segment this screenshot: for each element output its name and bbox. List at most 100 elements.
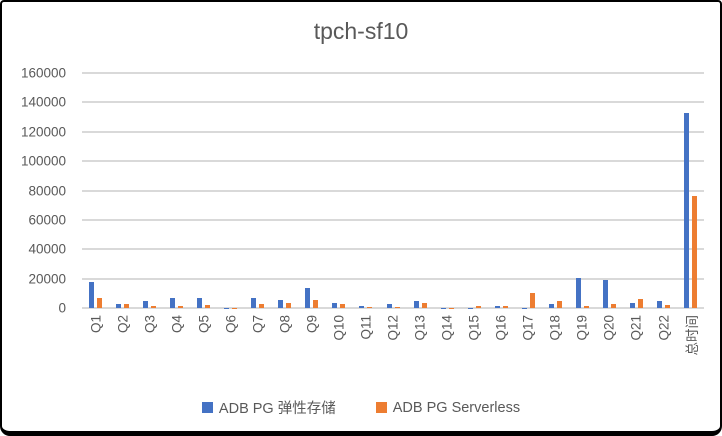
bar-Q21-ADB PG Serverless [637, 299, 643, 308]
bar-Q17-ADB PG Serverless [529, 292, 535, 308]
y-axis-tick-label: 140000 [20, 94, 66, 110]
gridline [82, 160, 704, 163]
bar-Q11-ADB PG 弹性存储 [359, 306, 365, 308]
bar-group-Q22 [650, 73, 677, 308]
bar-Q11-ADB PG Serverless [367, 306, 373, 308]
bar-Q19-ADB PG 弹性存储 [575, 277, 581, 308]
x-axis-tick-cell: Q6 [217, 311, 244, 383]
bar-group-Q17 [515, 73, 542, 308]
x-axis-label: Q14 [439, 315, 455, 341]
x-axis-tick-cell: Q14 [434, 311, 461, 383]
x-axis-label: Q3 [142, 315, 158, 334]
x-axis-tick-cell: Q1 [82, 311, 109, 383]
bar-Q16-ADB PG 弹性存储 [494, 306, 500, 308]
x-axis-label: Q16 [493, 315, 509, 341]
y-axis-tick-label: 20000 [28, 271, 66, 287]
bar-Q20-ADB PG 弹性存储 [602, 280, 608, 308]
x-axis-label: Q10 [331, 315, 347, 341]
bar-Q19-ADB PG Serverless [583, 305, 589, 308]
gridline [82, 189, 704, 192]
x-axis-tick-cell: Q17 [515, 311, 542, 383]
x-axis-label: Q9 [304, 315, 320, 334]
x-axis-label: Q19 [574, 315, 590, 341]
x-axis-tick-cell: Q19 [569, 311, 596, 383]
bar-Q8-ADB PG 弹性存储 [278, 299, 284, 308]
x-axis-tick-cell: Q13 [407, 311, 434, 383]
x-axis-label: Q22 [656, 315, 671, 341]
bar-Q9-ADB PG 弹性存储 [305, 288, 311, 308]
bar-Q3-ADB PG Serverless [151, 305, 157, 308]
bar-group-Q16 [488, 73, 515, 308]
gridline [82, 130, 704, 133]
x-axis-tick-cell: Q3 [136, 311, 163, 383]
bar-group-Q18 [542, 73, 569, 308]
x-axis-tick-cell: Q22 [650, 311, 677, 383]
y-axis-tick-label: 120000 [20, 124, 66, 140]
y-axis-tick-label: 100000 [20, 153, 66, 169]
bar-Q22-ADB PG 弹性存储 [657, 300, 662, 308]
orange-series-swatch-icon [375, 402, 387, 413]
y-axis: 0 20000 40000 60000 80000 100000 120000 140000 1… [2, 66, 74, 316]
y-axis-tick-label: 60000 [28, 212, 66, 228]
bar-Q3-ADB PG 弹性存储 [143, 301, 149, 308]
bar-Q4-ADB PG Serverless [178, 305, 184, 308]
bar-Q7-ADB PG 弹性存储 [251, 298, 257, 308]
bar-Q2-ADB PG Serverless [124, 303, 130, 308]
y-axis-tick-label: 40000 [28, 241, 66, 257]
x-axis-tick-cell: Q7 [244, 311, 271, 383]
bar-group-Q2 [109, 73, 136, 308]
x-axis-label: Q8 [277, 315, 293, 334]
bar-总时间-ADB PG 弹性存储 [684, 112, 690, 308]
bar-group-Q7 [244, 73, 271, 308]
x-axis-label: Q13 [412, 315, 428, 341]
bar-Q12-ADB PG 弹性存储 [386, 304, 392, 308]
x-axis-label: Q2 [115, 315, 131, 334]
bar-group-总时间 [677, 73, 704, 308]
x-axis-tick-cell: Q2 [109, 311, 136, 383]
x-axis-row: Q1 Q2 Q3 Q4 Q5 Q6 Q7 Q8 Q9 Q10 Q11 Q12 Q13 Q14 Q15 Q16 Q… [82, 311, 704, 383]
legend-item-adb-pg-serverless: ADB PG Serverless [375, 399, 521, 416]
x-axis-tick-cell: Q10 [325, 311, 352, 383]
bar-Q16-ADB PG Serverless [502, 306, 508, 308]
bar-group-Q15 [461, 73, 488, 308]
x-axis-line [82, 307, 704, 309]
bar-group-Q6 [217, 73, 244, 308]
x-axis-tick-cell: Q15 [461, 311, 488, 383]
x-axis-tick-cell: Q12 [380, 311, 407, 383]
bar-总时间-ADB PG Serverless [692, 196, 698, 308]
bar-Q10-ADB PG Serverless [340, 304, 346, 308]
x-axis-tick-cell: Q18 [542, 311, 569, 383]
x-axis-label: Q20 [601, 315, 617, 341]
bar-Q9-ADB PG Serverless [313, 299, 319, 308]
bar-group-Q5 [190, 73, 217, 308]
x-axis-tick-cell: Q20 [596, 311, 623, 383]
x-axis-label: Q21 [628, 315, 644, 341]
bar-Q2-ADB PG 弹性存储 [116, 304, 122, 308]
x-axis-label: Q17 [520, 315, 536, 341]
bar-Q18-ADB PG Serverless [556, 301, 562, 308]
x-axis-tick-cell: Q8 [271, 311, 298, 383]
blue-series-swatch-icon [201, 402, 213, 413]
x-axis-label: Q12 [385, 315, 401, 341]
x-axis-tick-cell: Q5 [190, 311, 217, 383]
bar-Q5-ADB PG Serverless [205, 305, 211, 308]
x-axis-label: Q11 [358, 315, 374, 340]
plot-area [82, 72, 704, 309]
bar-Q18-ADB PG 弹性存储 [548, 304, 554, 308]
bar-group-Q8 [271, 73, 298, 308]
bar-Q10-ADB PG 弹性存储 [332, 302, 338, 308]
bar-Q15-ADB PG Serverless [475, 306, 481, 308]
bar-Q4-ADB PG 弹性存储 [170, 298, 176, 308]
bar-group-Q10 [325, 73, 352, 308]
bar-group-Q9 [298, 73, 325, 308]
bar-Q5-ADB PG 弹性存储 [197, 298, 203, 308]
chart-title: tpch-sf10 [313, 18, 409, 44]
legend-label: ADB PG Serverless [392, 399, 521, 416]
x-axis-tick-cell: Q9 [298, 311, 325, 383]
x-axis-label: Q7 [250, 315, 266, 334]
gridline [82, 277, 704, 280]
x-axis-label: 总时间 [684, 315, 700, 356]
bar-group-Q11 [352, 73, 379, 308]
x-axis: Q1 Q2 Q3 Q4 Q5 Q6 Q7 Q8 Q9 Q10 Q11 Q12 Q13 Q14 Q15 Q16 Q… [82, 311, 704, 383]
